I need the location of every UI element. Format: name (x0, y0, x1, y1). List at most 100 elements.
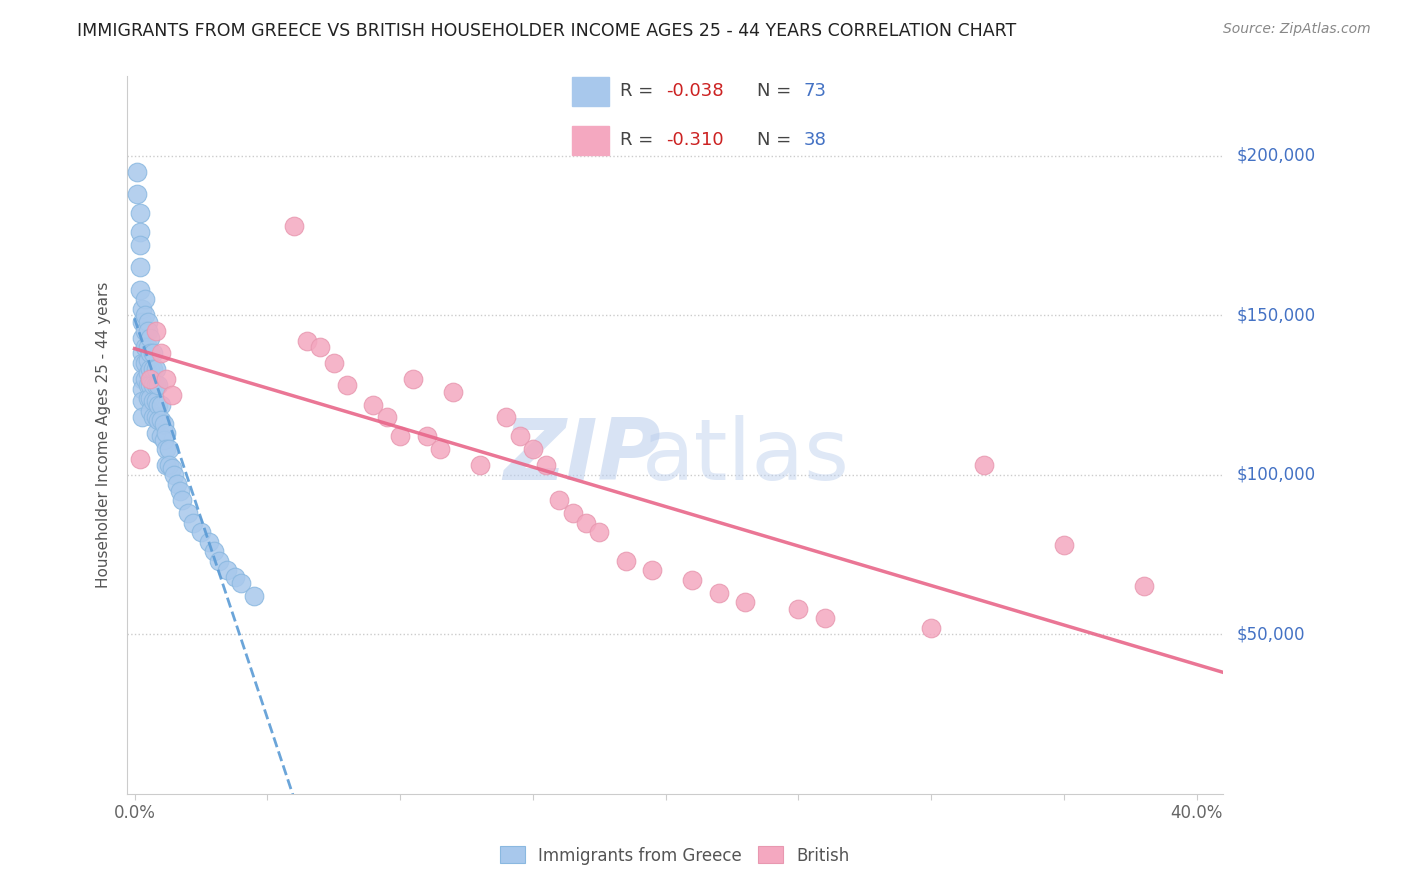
Point (534, 458, 557, 472)
Point (142, 410, 165, 425)
Point (145, 362, 167, 376)
Point (363, 398, 385, 412)
Point (150, 429, 173, 443)
Point (139, 378, 162, 392)
Point (128, 260, 150, 275)
Text: $100,000: $100,000 (1237, 466, 1316, 483)
Point (588, 525, 610, 540)
Point (136, 324, 159, 338)
Point (336, 378, 359, 392)
Point (128, 283, 150, 297)
Point (131, 301, 153, 316)
Point (152, 417, 174, 431)
Point (150, 413, 173, 427)
Point (309, 340, 332, 354)
Point (128, 206, 150, 220)
Point (145, 378, 167, 392)
Point (134, 356, 156, 370)
Point (136, 340, 159, 354)
Point (169, 483, 191, 498)
Point (136, 391, 159, 405)
Y-axis label: Householder Income Ages 25 - 44 years: Householder Income Ages 25 - 44 years (96, 282, 111, 588)
Point (128, 238, 150, 252)
Point (134, 292, 156, 306)
Point (229, 576, 252, 591)
Point (166, 477, 188, 491)
Point (243, 589, 266, 603)
Point (160, 388, 183, 402)
Point (134, 324, 156, 338)
Point (172, 493, 194, 508)
Point (142, 362, 165, 376)
Point (127, 186, 149, 201)
Point (139, 330, 162, 344)
Point (145, 410, 167, 425)
Point (148, 413, 170, 427)
Point (136, 352, 159, 367)
Point (734, 595, 756, 609)
Point (163, 467, 186, 482)
Point (176, 506, 198, 520)
Point (131, 394, 153, 409)
Point (155, 458, 177, 472)
Text: atlas: atlas (643, 415, 851, 498)
Point (139, 362, 162, 376)
Point (641, 564, 664, 578)
Point (128, 225, 150, 239)
Point (134, 372, 156, 386)
Point (389, 429, 412, 443)
Text: $50,000: $50,000 (1237, 625, 1306, 643)
Point (131, 372, 153, 386)
Point (224, 570, 246, 584)
Point (128, 451, 150, 466)
Text: R =: R = (620, 131, 659, 149)
Point (136, 366, 159, 380)
Bar (572, 77, 609, 105)
Text: N =: N = (758, 131, 797, 149)
Text: $200,000: $200,000 (1237, 146, 1316, 165)
Point (681, 573, 703, 587)
Point (142, 378, 165, 392)
Point (131, 410, 153, 425)
Text: -0.038: -0.038 (666, 82, 724, 100)
Point (145, 324, 167, 338)
Point (131, 356, 153, 370)
Point (973, 458, 995, 472)
Point (402, 372, 425, 386)
Point (136, 314, 159, 328)
Point (283, 219, 305, 233)
Point (202, 544, 225, 558)
Point (181, 516, 204, 530)
Point (148, 398, 170, 412)
Point (150, 398, 173, 412)
Point (139, 372, 162, 386)
Point (614, 554, 637, 568)
Point (441, 384, 464, 399)
Point (157, 458, 180, 472)
Text: $150,000: $150,000 (1237, 306, 1316, 324)
Point (707, 586, 730, 600)
Text: N =: N = (758, 82, 797, 100)
Point (134, 308, 156, 322)
Point (139, 404, 162, 418)
Point (139, 346, 162, 360)
Point (1053, 538, 1076, 552)
Point (198, 534, 221, 549)
Point (217, 564, 239, 578)
Point (155, 442, 177, 457)
Point (157, 442, 180, 457)
Point (295, 334, 318, 348)
Point (322, 356, 344, 370)
Point (150, 346, 173, 360)
Text: IMMIGRANTS FROM GREECE VS BRITISH HOUSEHOLDER INCOME AGES 25 - 44 YEARS CORRELAT: IMMIGRANTS FROM GREECE VS BRITISH HOUSEH… (77, 22, 1017, 40)
Text: 73: 73 (804, 82, 827, 100)
Legend: Immigrants from Greece, British: Immigrants from Greece, British (499, 847, 851, 864)
Point (787, 601, 810, 615)
Point (134, 340, 156, 354)
Point (136, 378, 159, 392)
Point (190, 525, 212, 540)
Point (561, 506, 583, 520)
Point (415, 429, 437, 443)
Point (814, 611, 837, 625)
Point (131, 330, 153, 344)
